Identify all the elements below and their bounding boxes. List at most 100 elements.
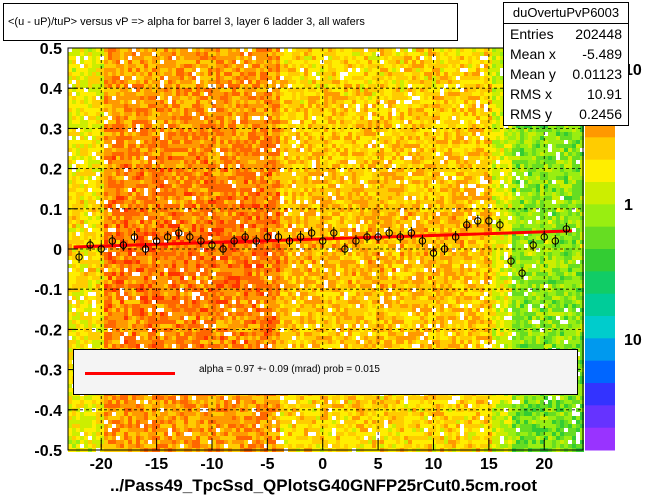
heatmap-cell xyxy=(180,296,184,300)
heatmap-cell xyxy=(240,260,244,264)
heatmap-cell xyxy=(192,244,196,248)
heatmap-cell xyxy=(92,228,96,232)
heatmap-cell xyxy=(180,136,184,140)
heatmap-cell xyxy=(120,144,124,148)
heatmap-cell xyxy=(160,160,164,164)
heatmap-cell xyxy=(228,432,232,436)
heatmap-cell xyxy=(72,152,76,156)
heatmap-cell xyxy=(72,88,76,92)
heatmap-cell xyxy=(76,288,80,292)
heatmap-cell xyxy=(272,416,276,420)
heatmap-cell xyxy=(256,408,260,412)
heatmap-cell xyxy=(248,148,252,152)
heatmap-cell xyxy=(164,80,168,84)
heatmap-cell xyxy=(124,104,128,108)
heatmap-cell xyxy=(204,244,208,248)
heatmap-cell xyxy=(244,84,248,88)
heatmap-cell xyxy=(116,144,120,148)
heatmap-cell xyxy=(260,184,264,188)
heatmap-cell xyxy=(76,148,80,152)
heatmap-cell xyxy=(272,304,276,308)
heatmap-cell xyxy=(212,292,216,296)
heatmap-cell xyxy=(256,104,260,108)
heatmap-cell xyxy=(92,296,96,300)
heatmap-cell xyxy=(236,400,240,404)
heatmap-cell xyxy=(116,96,120,100)
heatmap-cell xyxy=(232,96,236,100)
heatmap-cell xyxy=(232,332,236,336)
heatmap-cell xyxy=(264,264,268,268)
heatmap-cell xyxy=(196,232,200,236)
heatmap-cell xyxy=(264,224,268,228)
heatmap-cell xyxy=(172,60,176,64)
heatmap-cell xyxy=(128,64,132,68)
heatmap-cell xyxy=(128,192,132,196)
heatmap-cell xyxy=(128,184,132,188)
heatmap-cell xyxy=(160,300,164,304)
heatmap-cell xyxy=(200,412,204,416)
heatmap-cell xyxy=(232,324,236,328)
heatmap-cell xyxy=(200,88,204,92)
heatmap-cell xyxy=(184,220,188,224)
heatmap-cell xyxy=(84,416,88,420)
heatmap-cell xyxy=(252,260,256,264)
heatmap-cell xyxy=(232,204,236,208)
heatmap-cell xyxy=(276,48,280,52)
heatmap-cell xyxy=(188,216,192,220)
heatmap-cell xyxy=(216,320,220,324)
heatmap-cell xyxy=(128,432,132,436)
heatmap-cell xyxy=(208,340,212,344)
heatmap-cell xyxy=(104,272,108,276)
heatmap-cell xyxy=(172,224,176,228)
heatmap-cell xyxy=(248,84,252,88)
heatmap-cell xyxy=(144,412,148,416)
heatmap-cell xyxy=(136,288,140,292)
heatmap-cell xyxy=(276,200,280,204)
heatmap-cell xyxy=(88,236,92,240)
heatmap-cell xyxy=(204,52,208,56)
heatmap-cell xyxy=(252,88,256,92)
heatmap-cell xyxy=(172,148,176,152)
heatmap-cell xyxy=(268,124,272,128)
heatmap-cell xyxy=(216,420,220,424)
heatmap-cell xyxy=(144,80,148,84)
heatmap-cell xyxy=(180,436,184,440)
heatmap-cell xyxy=(192,268,196,272)
heatmap-cell xyxy=(152,220,156,224)
heatmap-cell xyxy=(160,232,164,236)
heatmap-cell xyxy=(232,248,236,252)
heatmap-cell xyxy=(100,136,104,140)
heatmap-cell xyxy=(252,236,256,240)
heatmap-cell xyxy=(72,420,76,424)
heatmap-cell xyxy=(200,420,204,424)
heatmap-cell xyxy=(100,344,104,348)
heatmap-cell xyxy=(104,312,108,316)
heatmap-cell xyxy=(68,180,72,184)
heatmap-cell xyxy=(256,248,260,252)
heatmap-cell xyxy=(256,196,260,200)
heatmap-cell xyxy=(208,304,212,308)
heatmap-cell xyxy=(136,172,140,176)
heatmap-cell xyxy=(92,208,96,212)
heatmap-cell xyxy=(156,68,160,72)
heatmap-cell xyxy=(132,204,136,208)
heatmap-cell xyxy=(172,396,176,400)
heatmap-cell xyxy=(208,116,212,120)
heatmap-cell xyxy=(88,104,92,108)
heatmap-cell xyxy=(272,132,276,136)
heatmap-cell xyxy=(180,72,184,76)
heatmap-cell xyxy=(144,264,148,268)
heatmap-cell xyxy=(140,80,144,84)
heatmap-cell xyxy=(108,108,112,112)
heatmap-cell xyxy=(80,120,84,124)
heatmap-cell xyxy=(228,176,232,180)
heatmap-cell xyxy=(168,344,172,348)
heatmap-cell xyxy=(112,132,116,136)
heatmap-cell xyxy=(176,160,180,164)
heatmap-cell xyxy=(156,184,160,188)
heatmap-cell xyxy=(220,160,224,164)
heatmap-cell xyxy=(272,220,276,224)
heatmap-cell xyxy=(184,284,188,288)
heatmap-cell xyxy=(272,100,276,104)
heatmap-cell xyxy=(220,416,224,420)
